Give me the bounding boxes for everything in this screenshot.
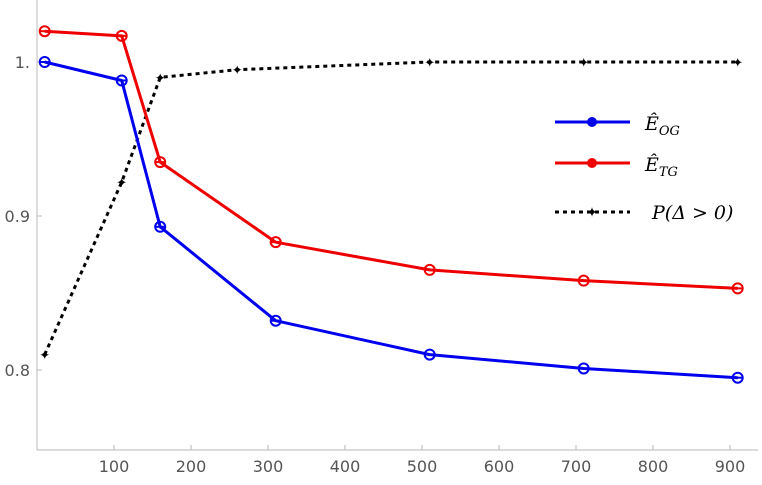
- legend-swatch-p-marker: ✦: [586, 205, 598, 221]
- legend: ÊOG ÊTG ✦ P(Δ > 0): [555, 112, 733, 224]
- legend-label-tg: ÊTG: [644, 153, 678, 180]
- x-tick-label: 500: [407, 457, 438, 476]
- data-point: ✦: [424, 56, 435, 71]
- series-0: [38, 56, 744, 384]
- y-ticks: 0.8 0.9 1.: [5, 53, 42, 380]
- series-line: [43, 60, 738, 356]
- legend-swatch-tg-marker: [587, 158, 597, 168]
- data-point: ✦: [732, 56, 743, 71]
- data-point: ✦: [578, 56, 589, 71]
- data-point: ✦: [232, 64, 243, 79]
- legend-swatch-og-marker: [587, 117, 597, 127]
- x-tick-label: 700: [561, 457, 592, 476]
- x-ticks: 100 200 300 400 500 600 700 800 900: [99, 445, 746, 476]
- series-layer: ✦ ✦ ✦ ✦ ✦ ✦ ✦: [38, 25, 744, 384]
- legend-label-og: ÊOG: [644, 112, 680, 139]
- axes: [36, 0, 758, 451]
- data-point: ✦: [155, 71, 166, 86]
- series-1: [38, 25, 744, 295]
- x-tick-label: 400: [330, 457, 361, 476]
- series-line: [44, 29, 738, 290]
- data-point: ✦: [39, 349, 50, 364]
- x-tick-label: 100: [99, 457, 130, 476]
- legend-label-p: P(Δ > 0): [651, 202, 733, 224]
- y-tick-label: 1.: [15, 53, 30, 72]
- y-tick-label: 0.8: [5, 361, 30, 380]
- y-tick-label: 0.9: [5, 207, 30, 226]
- x-tick-label: 300: [253, 457, 284, 476]
- x-tick-label: 800: [638, 457, 669, 476]
- x-tick-label: 600: [484, 457, 515, 476]
- data-point: ✦: [116, 176, 127, 191]
- x-tick-label: 200: [176, 457, 207, 476]
- x-tick-label: 900: [715, 457, 746, 476]
- series-2: ✦ ✦ ✦ ✦ ✦ ✦ ✦: [39, 56, 743, 364]
